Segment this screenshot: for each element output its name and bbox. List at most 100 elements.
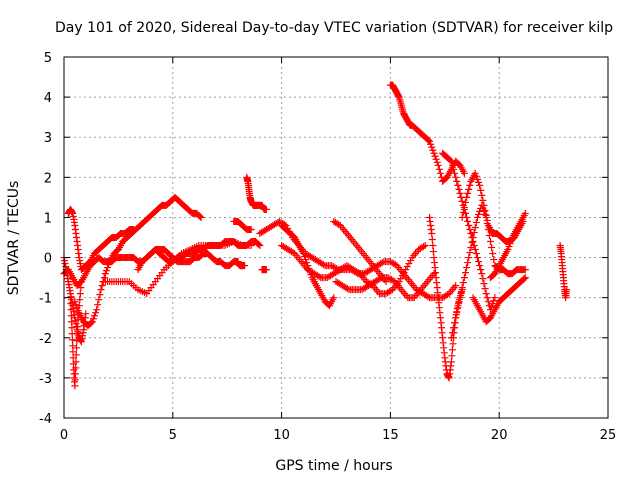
data-point	[475, 258, 483, 266]
data-point	[319, 261, 327, 269]
data-point	[69, 348, 77, 356]
data-point	[452, 314, 460, 322]
data-point	[465, 221, 473, 229]
data-point	[486, 238, 494, 246]
x-axis-label: GPS time / hours	[275, 458, 392, 474]
y-tick-label: 1	[44, 211, 52, 226]
data-point	[69, 342, 77, 350]
data-point	[428, 236, 436, 244]
data-point	[460, 274, 468, 282]
data-point	[482, 211, 490, 219]
y-tick-label: -4	[39, 412, 52, 427]
data-point	[72, 358, 80, 366]
data-point	[446, 156, 454, 164]
data-point	[479, 275, 487, 283]
data-point	[68, 336, 76, 344]
data-point	[73, 330, 81, 338]
data-point	[73, 304, 81, 312]
y-tick-label: -2	[39, 332, 52, 347]
data-point	[475, 210, 483, 218]
data-point	[482, 290, 490, 298]
data-point	[397, 275, 405, 283]
data-point	[430, 149, 438, 157]
data-point	[289, 249, 297, 257]
data-point	[460, 203, 468, 211]
data-point	[456, 189, 464, 197]
data-point	[241, 262, 249, 270]
data-point	[464, 259, 472, 267]
series-arc-14	[278, 221, 338, 310]
data-point	[378, 259, 386, 267]
data-point	[68, 324, 76, 332]
data-point	[475, 178, 483, 186]
data-point	[470, 228, 478, 236]
axis-ticks: 0 5 10 15 20 25 -4 -3 -2 -1 0 1 2 3 4 5	[39, 51, 616, 443]
data-point	[521, 209, 529, 217]
data-point	[82, 310, 90, 318]
data-point	[71, 370, 79, 378]
series-arc-11	[258, 266, 270, 274]
x-tick-label: 20	[491, 428, 508, 443]
data-point	[472, 250, 480, 258]
series-arc-9	[243, 173, 270, 213]
data-point	[72, 301, 80, 309]
series-arc-6	[99, 238, 255, 298]
data-point	[465, 185, 473, 193]
x-tick-label: 10	[273, 428, 290, 443]
data-point	[95, 296, 103, 304]
data-point	[476, 181, 484, 189]
data-point	[461, 198, 469, 206]
data-point	[491, 294, 499, 302]
data-point	[478, 270, 486, 278]
data-point	[335, 220, 343, 228]
data-point	[520, 275, 528, 283]
data-point	[490, 297, 498, 305]
data-point	[104, 264, 112, 272]
data-point	[429, 146, 437, 154]
data-point	[464, 189, 472, 197]
data-point	[451, 319, 459, 327]
data-point	[479, 196, 487, 204]
series-arc-22	[469, 274, 529, 326]
data-point	[102, 267, 110, 275]
data-point	[450, 165, 458, 173]
data-point	[429, 248, 437, 256]
data-point	[473, 213, 481, 221]
data-point	[488, 244, 496, 252]
data-point	[197, 213, 205, 221]
x-tick-label: 5	[169, 428, 177, 443]
y-tick-label: 4	[44, 91, 52, 106]
data-point	[473, 254, 481, 262]
data-point	[433, 158, 441, 166]
data-point	[402, 266, 410, 274]
data-point	[488, 303, 496, 311]
data-point	[456, 294, 464, 302]
x-tick-label: 15	[382, 428, 399, 443]
data-point	[471, 223, 479, 231]
data-point	[476, 262, 484, 270]
data-point	[473, 175, 481, 183]
data-point	[472, 172, 480, 180]
data-point	[459, 279, 467, 287]
data-point	[71, 376, 79, 384]
data-point	[432, 155, 440, 163]
data-point	[468, 239, 476, 247]
data-point	[256, 242, 264, 250]
data-point	[247, 242, 255, 250]
y-tick-label: 2	[44, 171, 52, 186]
data-point	[387, 287, 395, 295]
data-point	[426, 137, 434, 145]
data-point	[447, 157, 455, 165]
data-point	[101, 270, 109, 278]
data-point	[330, 294, 338, 302]
data-point	[255, 241, 263, 249]
data-point	[428, 143, 436, 151]
data-point	[74, 323, 82, 331]
data-point	[429, 242, 437, 250]
data-point	[465, 254, 473, 262]
data-point	[483, 216, 491, 224]
data-point	[405, 260, 413, 268]
data-point	[458, 197, 466, 205]
data-point	[196, 212, 204, 220]
